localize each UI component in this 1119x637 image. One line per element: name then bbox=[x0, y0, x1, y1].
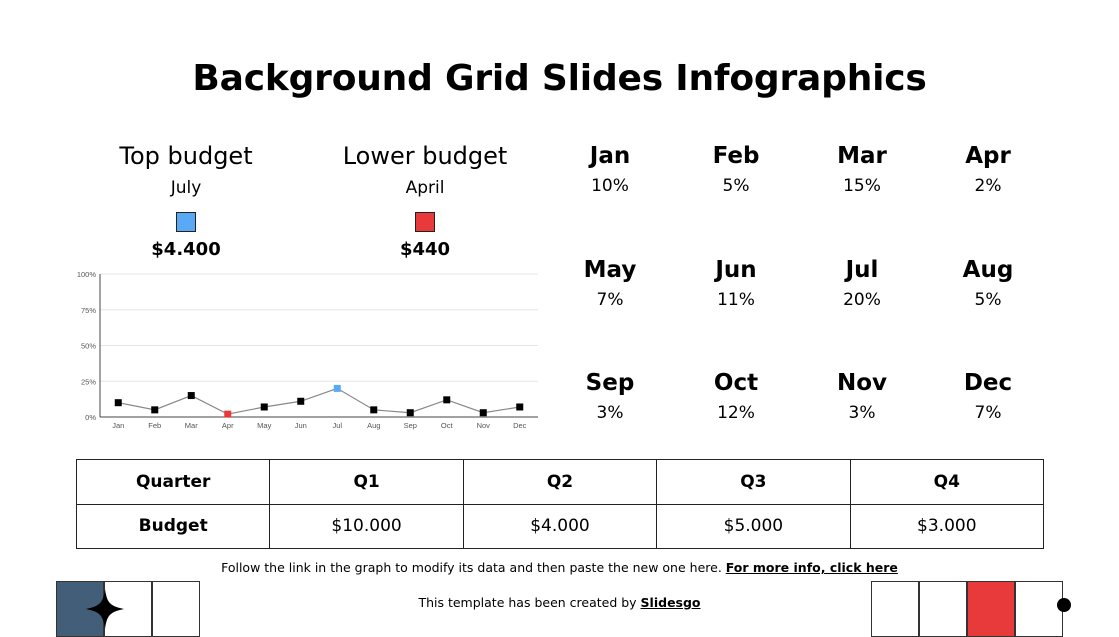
lower-budget-block: Lower budget April $440 bbox=[305, 140, 545, 264]
top-budget-swatch bbox=[176, 212, 196, 232]
top-budget-heading: Top budget bbox=[119, 142, 253, 170]
data-point bbox=[187, 392, 195, 400]
month-cell-jan: Jan 10% bbox=[550, 141, 670, 199]
month-name: Oct bbox=[713, 370, 759, 396]
x-tick-label: Nov bbox=[477, 421, 491, 430]
month-name: Mar bbox=[837, 143, 887, 169]
month-name: Sep bbox=[585, 370, 635, 396]
x-tick-label: Aug bbox=[367, 421, 380, 430]
table-row: Budget $10.000 $4.000 $5.000 $3.000 bbox=[75, 503, 1045, 549]
month-name: Jan bbox=[589, 143, 631, 169]
month-name: Aug bbox=[962, 257, 1014, 283]
y-tick-label: 75% bbox=[81, 306, 96, 315]
lower-budget-swatch bbox=[415, 212, 435, 232]
data-point bbox=[333, 384, 341, 392]
series-line bbox=[118, 387, 520, 415]
y-tick-label: 0% bbox=[85, 413, 96, 422]
month-cell-mar: Mar 15% bbox=[802, 141, 922, 199]
month-percent: 20% bbox=[843, 290, 881, 310]
lower-budget-value: $440 bbox=[399, 239, 451, 260]
data-point bbox=[224, 410, 232, 418]
month-percent: 7% bbox=[974, 403, 1002, 423]
data-point bbox=[260, 403, 268, 411]
table-header-cell: Q4 bbox=[849, 459, 1045, 505]
data-point bbox=[406, 409, 414, 417]
x-tick-label: Sep bbox=[404, 421, 417, 430]
month-percent: 5% bbox=[974, 290, 1002, 310]
table-header-cell: Q3 bbox=[656, 459, 851, 505]
x-tick-label: Oct bbox=[441, 421, 454, 430]
table-header-cell: Quarter bbox=[75, 459, 271, 505]
month-percent: 12% bbox=[717, 403, 755, 423]
month-percent: 10% bbox=[591, 176, 629, 196]
month-cell-jul: Jul 20% bbox=[802, 255, 922, 313]
month-cell-nov: Nov 3% bbox=[802, 368, 922, 426]
month-name: Nov bbox=[836, 370, 888, 396]
month-cell-feb: Feb 5% bbox=[676, 141, 796, 199]
decor-dot bbox=[1057, 598, 1071, 612]
four-point-star-icon bbox=[86, 589, 124, 629]
month-cell-dec: Dec 7% bbox=[928, 368, 1048, 426]
month-name: Jun bbox=[715, 257, 757, 283]
credit-text: This template has been created by bbox=[418, 595, 641, 610]
more-info-link[interactable]: For more info, click here bbox=[725, 560, 898, 575]
credit-line: This template has been created by Slides… bbox=[0, 595, 1119, 610]
month-name: Feb bbox=[712, 143, 760, 169]
month-percent: 11% bbox=[717, 290, 755, 310]
month-cell-jun: Jun 11% bbox=[676, 255, 796, 313]
budget-line-chart[interactable]: 0% 25% 50% 75% 100% Jan Feb Mar Apr May Jun Jul Aug S… bbox=[70, 266, 545, 436]
slidesgo-link[interactable]: Slidesgo bbox=[640, 595, 701, 610]
data-point bbox=[479, 409, 487, 417]
table-header-cell: Q1 bbox=[269, 459, 464, 505]
month-cell-aug: Aug 5% bbox=[928, 255, 1048, 313]
top-budget-value: $4.400 bbox=[151, 239, 221, 260]
x-tick-label: Jul bbox=[332, 421, 342, 430]
x-tick-label: Jun bbox=[295, 421, 307, 430]
month-cell-sep: Sep 3% bbox=[550, 368, 670, 426]
data-point bbox=[151, 406, 159, 414]
x-tick-label: May bbox=[257, 421, 271, 430]
table-header-row: Quarter Q1 Q2 Q3 Q4 bbox=[75, 459, 1045, 505]
top-budget-month: July bbox=[170, 178, 202, 198]
month-percent: 7% bbox=[596, 290, 624, 310]
footnote: Follow the link in the graph to modify i… bbox=[0, 560, 1119, 575]
y-tick-label: 50% bbox=[81, 342, 96, 351]
table-row-label: Budget bbox=[75, 503, 271, 549]
data-point bbox=[443, 396, 451, 404]
data-point bbox=[297, 397, 305, 405]
month-name: May bbox=[583, 257, 637, 283]
quarter-budget-table: Quarter Q1 Q2 Q3 Q4 Budget $10.000 $4.00… bbox=[75, 459, 1045, 549]
x-tick-label: Dec bbox=[513, 421, 527, 430]
month-percent: 15% bbox=[843, 176, 881, 196]
top-budget-block: Top budget July $4.400 bbox=[66, 140, 306, 264]
table-cell: $10.000 bbox=[269, 503, 464, 549]
month-name: Dec bbox=[963, 370, 1013, 396]
table-cell: $3.000 bbox=[849, 503, 1045, 549]
lower-budget-month: April bbox=[405, 178, 445, 198]
x-tick-label: Apr bbox=[222, 421, 234, 430]
page-title: Background Grid Slides Infographics bbox=[192, 58, 927, 99]
table-header-cell: Q2 bbox=[462, 459, 658, 505]
x-tick-label: Feb bbox=[148, 421, 161, 430]
data-point bbox=[370, 406, 378, 414]
month-percent: 2% bbox=[974, 176, 1002, 196]
x-tick-label: Jan bbox=[112, 421, 124, 430]
month-percent: 3% bbox=[848, 403, 876, 423]
table-cell: $4.000 bbox=[462, 503, 658, 549]
y-tick-label: 25% bbox=[81, 377, 96, 386]
month-percent: 5% bbox=[722, 176, 750, 196]
y-tick-label: 100% bbox=[77, 270, 97, 279]
month-name: Jul bbox=[845, 257, 879, 283]
month-cell-oct: Oct 12% bbox=[676, 368, 796, 426]
table-cell: $5.000 bbox=[656, 503, 851, 549]
data-point bbox=[516, 403, 524, 411]
lower-budget-heading: Lower budget bbox=[342, 142, 508, 170]
x-tick-label: Mar bbox=[185, 421, 198, 430]
footnote-text: Follow the link in the graph to modify i… bbox=[221, 560, 726, 575]
data-point bbox=[114, 399, 122, 407]
month-name: Apr bbox=[965, 143, 1011, 169]
month-cell-may: May 7% bbox=[550, 255, 670, 313]
month-cell-apr: Apr 2% bbox=[928, 141, 1048, 199]
month-percent: 3% bbox=[596, 403, 624, 423]
